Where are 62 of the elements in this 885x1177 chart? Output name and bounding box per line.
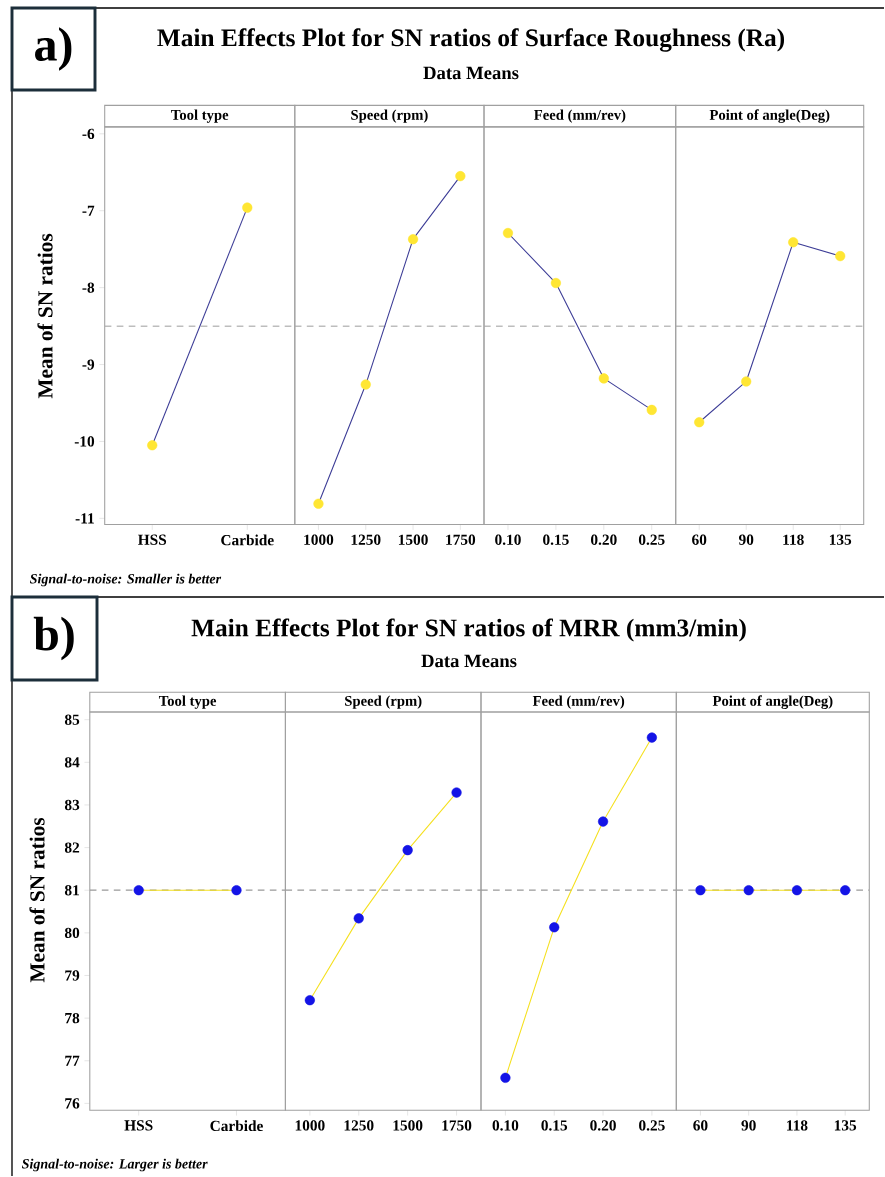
x-tick-label: 1250: [344, 1120, 374, 1131]
x-tick-label: Carbide: [221, 534, 274, 546]
y-tick-label: 77: [65, 1055, 80, 1066]
text: Main Effects Plot for SN ratios of Surface Roughness (Ra): [157, 28, 785, 52]
x-tick-label: 0.25: [639, 1120, 665, 1131]
text: Signal-to-noise: Larger is better: [21, 1158, 208, 1172]
x-tick-label: 118: [787, 1120, 808, 1131]
text: b): [33, 616, 74, 661]
x-axis-title: Point of angle(Deg): [712, 695, 833, 709]
x-tick-label: 60: [692, 534, 707, 545]
y-tick-label: 81: [64, 885, 79, 896]
text: a): [35, 27, 72, 71]
x-tick-label: 1500: [398, 534, 428, 545]
x-tick-label: 0.20: [590, 534, 617, 545]
x-axis-title: Speed (rpm): [351, 109, 428, 123]
x-tick-label: 90: [741, 1120, 756, 1131]
x-tick-label: 1750: [442, 1120, 472, 1131]
x-tick-label: 1500: [393, 1120, 423, 1131]
y-tick-label: 78: [65, 1012, 80, 1024]
x-tick-label: 1000: [295, 1120, 325, 1131]
x-tick-label: HSS: [124, 1120, 153, 1131]
x-tick-label: 0.10: [492, 1120, 519, 1131]
y-tick-label: 76: [65, 1098, 80, 1109]
chart-subtitle: Data Means: [421, 654, 517, 668]
y-tick-label: 85: [64, 714, 80, 725]
y-tick-label: -8: [82, 282, 95, 293]
x-tick-label: 0.15: [543, 534, 569, 545]
x-axis-title: Tool type: [171, 109, 229, 123]
x-tick-label: 135: [829, 534, 852, 545]
y-tick-label: -7: [82, 205, 95, 216]
chart-subtitle: Data Means: [423, 66, 519, 80]
text: Main Effects Plot for SN ratios of MRR (mm3/min): [191, 618, 746, 642]
x-tick-label: 1000: [304, 534, 334, 545]
y-axis-title: Mean of SN ratios: [29, 817, 45, 983]
y-tick-label: 80: [64, 927, 80, 939]
y-tick-label: 84: [64, 757, 80, 768]
text: Signal-to-noise: Smaller is better: [29, 573, 222, 587]
x-axis-title: Point of angle(Deg): [709, 109, 830, 123]
y-axis-title: Mean of SN ratios: [37, 233, 53, 399]
y-tick-label: 82: [64, 842, 80, 853]
x-tick-label: 0.25: [638, 534, 665, 545]
x-tick-label: 90: [738, 534, 754, 545]
x-tick-label: 0.10: [495, 534, 521, 545]
x-tick-label: HSS: [138, 534, 167, 545]
x-tick-label: 60: [693, 1120, 708, 1131]
x-tick-label: 135: [834, 1120, 857, 1131]
x-axis-title: Feed (mm/rev): [534, 109, 626, 123]
y-tick-label: -9: [82, 359, 95, 370]
x-tick-label: 0.20: [590, 1120, 616, 1131]
y-tick-label: 79: [65, 970, 80, 981]
y-tick-label: -6: [82, 128, 95, 139]
y-tick-label: -11: [75, 513, 94, 524]
x-axis-title: Tool type: [158, 695, 217, 709]
x-tick-label: 1250: [351, 534, 381, 545]
y-tick-label: -10: [74, 436, 95, 447]
x-tick-label: Carbide: [210, 1120, 263, 1132]
x-tick-label: 118: [783, 534, 804, 545]
x-tick-label: 0.15: [541, 1120, 568, 1131]
x-axis-title: Speed (rpm): [345, 695, 422, 709]
x-axis-title: Feed (mm/rev): [532, 695, 625, 709]
y-tick-label: 83: [64, 799, 80, 811]
x-tick-label: 1750: [446, 534, 476, 545]
